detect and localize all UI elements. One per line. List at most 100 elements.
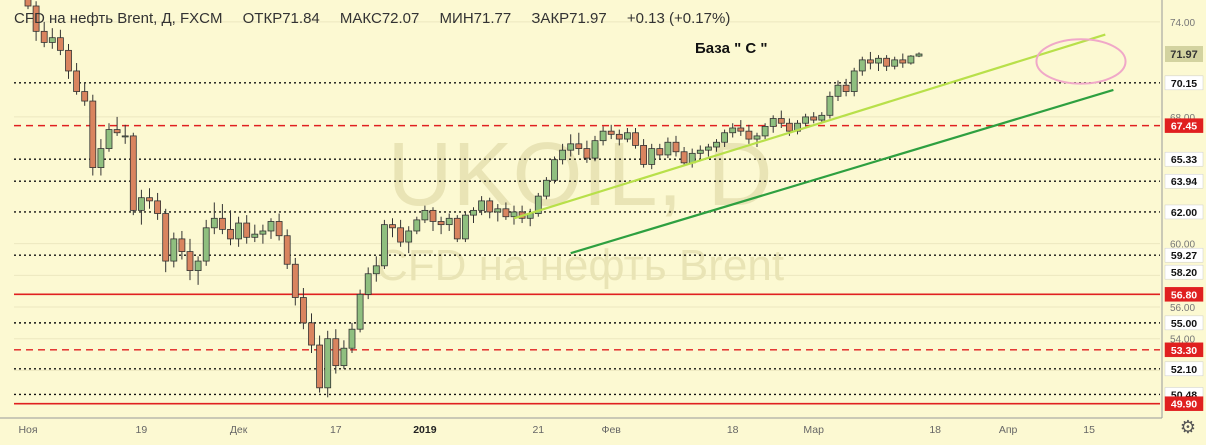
level-tag — [1164, 287, 1204, 302]
candle-body — [745, 130, 753, 140]
price-tick-label: 54.00 — [1170, 335, 1195, 346]
candle-body — [575, 143, 583, 149]
price-tick-label: 60.00 — [1170, 240, 1195, 251]
gear-icon[interactable]: ⚙ — [1179, 417, 1196, 437]
candle-body — [243, 222, 251, 238]
candle-body — [324, 338, 332, 389]
candle-body — [413, 219, 421, 232]
level-label: 58.20 — [1171, 267, 1197, 279]
candle-body — [478, 200, 486, 211]
candle-body — [729, 127, 737, 134]
time-tick-label: 2019 — [413, 424, 437, 436]
candle-body — [421, 209, 429, 221]
candle-body — [818, 114, 826, 121]
time-tick-label: 18 — [929, 424, 941, 436]
time-tick-label: 18 — [727, 424, 739, 436]
level-tag — [1164, 396, 1204, 411]
candle-body — [753, 135, 761, 140]
candle-body — [867, 59, 874, 64]
candle-body — [907, 55, 915, 64]
candle-body — [194, 260, 202, 271]
trendlines — [513, 33, 1127, 255]
candle-body — [137, 197, 145, 211]
candle-body — [170, 238, 178, 262]
candle-body — [696, 149, 704, 154]
high-value: МАКС72.07 — [339, 10, 420, 27]
time-tick-label: Дек — [230, 424, 248, 436]
candle-body — [97, 148, 105, 169]
candle-body — [810, 116, 818, 121]
candle-body — [559, 149, 566, 161]
time-tick-label: 17 — [330, 424, 342, 436]
candle-body — [615, 133, 623, 140]
candle-body — [899, 59, 907, 64]
symbol-title[interactable]: CFD на нефть Brent, Д, FXCM — [14, 10, 223, 27]
candle-body — [769, 118, 777, 127]
candle-body — [364, 273, 372, 295]
candle-body — [883, 57, 890, 67]
time-axis-bg — [0, 418, 1162, 440]
candle-body — [713, 141, 720, 148]
watermark: UKOIL, D CFD на нефть Brent — [376, 125, 784, 290]
candle-body — [40, 30, 48, 43]
candle-body — [672, 141, 680, 153]
candle-body — [656, 148, 664, 156]
candle-body — [737, 127, 745, 132]
candle-body — [121, 135, 129, 138]
level-tag — [1164, 342, 1204, 358]
candle-body — [178, 238, 186, 252]
level-label: 55.00 — [1171, 318, 1197, 330]
candle-body — [761, 126, 769, 137]
candle-body — [129, 135, 137, 211]
candle-body — [113, 129, 121, 134]
candle-body — [551, 159, 558, 181]
candle-body — [154, 200, 162, 214]
candle-body — [275, 221, 283, 237]
candle-body — [57, 37, 64, 51]
candle-body — [802, 116, 809, 124]
price-axis: 74.0068.0060.0058.0056.0054.0052.0070.15… — [1161, 0, 1206, 440]
candle-body — [494, 208, 502, 213]
candle-body — [372, 265, 380, 275]
candle-body — [186, 251, 194, 271]
candle-body — [65, 49, 72, 72]
candle-body — [461, 214, 469, 240]
level-label: 70.15 — [1171, 78, 1197, 90]
level-label: 59.27 — [1171, 250, 1197, 262]
candle-body — [105, 129, 113, 149]
candle-body — [356, 293, 364, 330]
candle-body — [380, 224, 388, 267]
watermark-ticker: UKOIL, D — [387, 125, 772, 225]
candle-body — [705, 146, 712, 151]
candle-body — [73, 70, 80, 92]
level-tag — [1164, 247, 1204, 263]
level-tag — [1164, 204, 1204, 220]
level-label: 67.45 — [1171, 121, 1197, 133]
level-tag — [1164, 361, 1204, 377]
candle-body — [89, 100, 97, 168]
candle-body — [316, 344, 324, 389]
candle-body — [664, 141, 672, 156]
low-value: МИН71.77 — [439, 10, 512, 27]
candle-body — [267, 221, 275, 232]
level-label: 49.90 — [1171, 399, 1197, 411]
candle-body — [543, 179, 550, 197]
candle-body — [648, 148, 656, 165]
time-axis: Ноя 19 Дек 17 2019 21 Фев 18 Мар 18 Апр 15 — [0, 417, 1162, 440]
price-tick-label: 74.00 — [1170, 18, 1195, 29]
level-label: 53.30 — [1171, 345, 1197, 357]
time-tick-label: Ноя — [18, 424, 37, 436]
level-label: 56.80 — [1171, 289, 1197, 301]
time-tick-label: 19 — [136, 424, 148, 436]
candle-body — [299, 297, 307, 324]
chart-annotation: База " С " — [695, 40, 767, 57]
candle-body — [146, 197, 153, 202]
current-price-label: 71.97 — [1170, 49, 1198, 61]
chart-header: CFD на нефть Brent, Д, FXCM ОТКР71.84 МА… — [14, 10, 730, 27]
candle-body — [786, 122, 793, 132]
candle-body — [259, 230, 267, 235]
candle-body — [599, 130, 607, 142]
candle-body — [332, 338, 340, 367]
